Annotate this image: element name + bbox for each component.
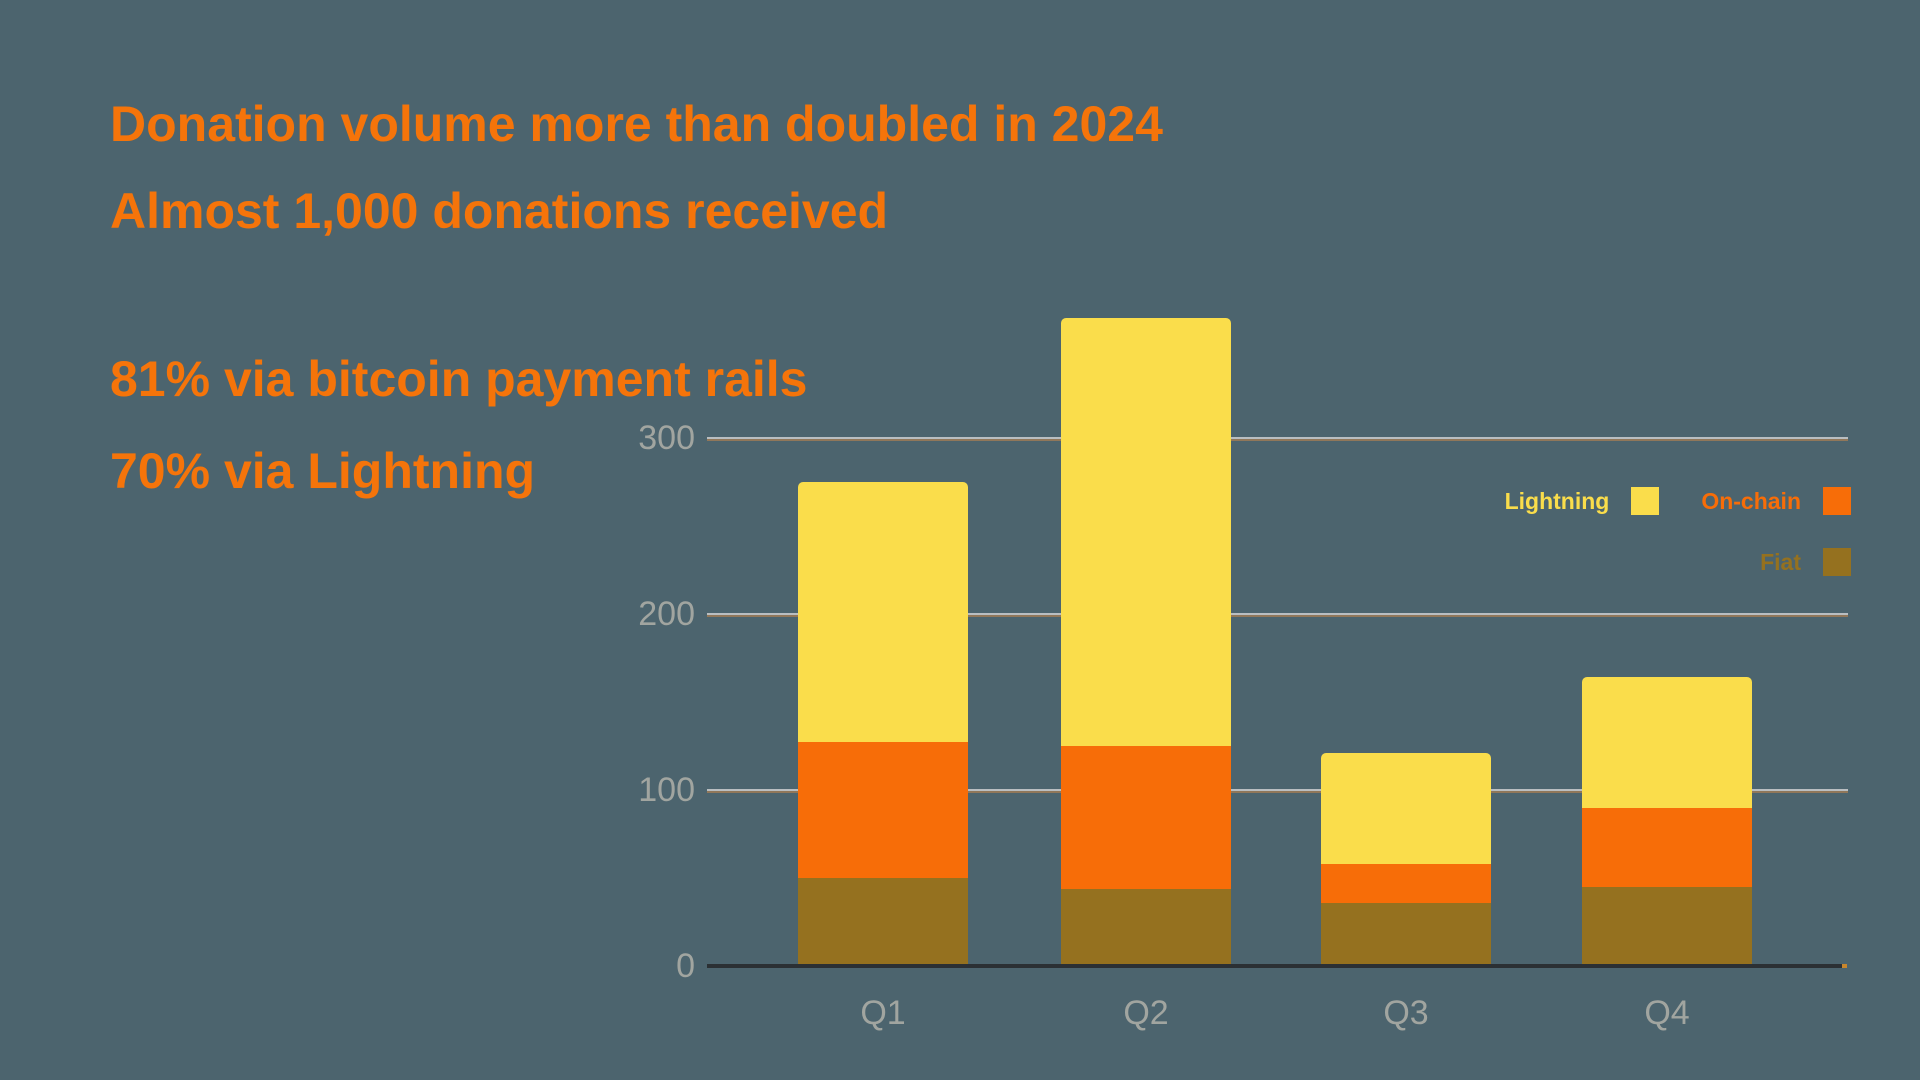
bar-segment-fiat-q2	[1061, 888, 1231, 966]
x-axis-label-q1: Q1	[860, 994, 906, 1032]
bar-segment-lightning-q3	[1321, 753, 1491, 864]
headline-line-2: Almost 1,000 donations received	[110, 183, 889, 239]
chart-legend-row-1: Lightning On-chain	[1505, 487, 1851, 515]
y-tick-300: 300	[638, 419, 695, 457]
legend-label-fiat: Fiat	[1760, 548, 1801, 575]
legend-swatch-on-chain	[1823, 487, 1851, 515]
x-axis-line	[707, 964, 1842, 968]
y-tick-100: 100	[638, 771, 695, 809]
bar-segment-fiat-q4	[1582, 886, 1752, 966]
y-tick-200: 200	[638, 595, 695, 633]
bar-segment-fiat-q3	[1321, 902, 1491, 966]
legend-label-on-chain: On-chain	[1701, 487, 1801, 514]
y-tick-0: 0	[676, 947, 695, 985]
headline-line-1: Donation volume more than doubled in 202…	[110, 96, 1163, 152]
gridline-200	[707, 613, 1848, 615]
stat-line-lightning: 70% via Lightning	[110, 443, 536, 499]
bar-segment-lightning-q4	[1582, 677, 1752, 808]
bar-segment-fiat-q1	[798, 878, 968, 966]
legend-label-lightning: Lightning	[1504, 487, 1610, 514]
x-axis-line-end-cap	[1842, 964, 1847, 968]
bar-segment-on-chain-q1	[798, 742, 968, 878]
bar-segment-lightning-q2	[1061, 318, 1231, 746]
bar-segment-lightning-q1	[798, 482, 968, 743]
x-axis-label-q2: Q2	[1123, 994, 1169, 1032]
bar-segment-on-chain-q4	[1582, 807, 1752, 887]
stat-line-bitcoin-rails: 81% via bitcoin payment rails	[110, 351, 808, 407]
legend-swatch-lightning	[1631, 487, 1660, 515]
gridline-300	[707, 437, 1848, 439]
legend-swatch-fiat	[1823, 548, 1851, 576]
bar-segment-on-chain-q2	[1061, 746, 1231, 889]
bar-segment-on-chain-q3	[1321, 863, 1491, 903]
chart-legend-row-2: Fiat	[1760, 548, 1851, 576]
x-axis-label-q4: Q4	[1644, 994, 1690, 1032]
x-axis-label-q3: Q3	[1383, 994, 1429, 1032]
gridline-100	[707, 789, 1848, 791]
